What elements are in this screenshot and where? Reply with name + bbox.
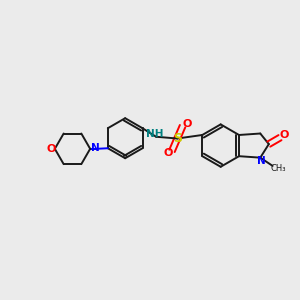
Text: S: S — [173, 132, 182, 145]
Text: O: O — [46, 144, 56, 154]
Text: N: N — [257, 156, 266, 166]
Text: O: O — [279, 130, 289, 140]
Text: O: O — [163, 148, 172, 158]
Text: NH: NH — [146, 129, 164, 139]
Text: CH₃: CH₃ — [270, 164, 286, 173]
Text: N: N — [92, 143, 100, 153]
Text: O: O — [182, 119, 191, 129]
